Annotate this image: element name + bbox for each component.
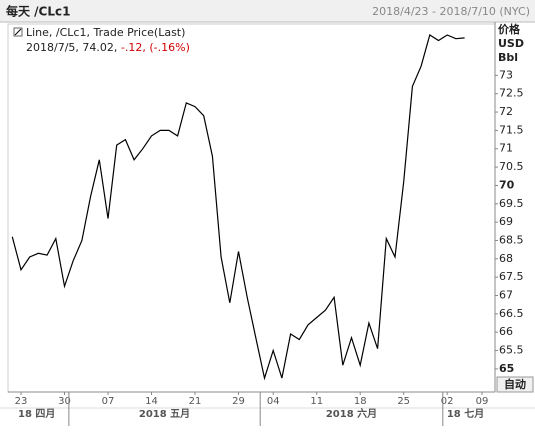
y-tick-label: 68 (499, 252, 513, 265)
x-tick-label: 21 (189, 396, 202, 407)
y-tick-label: 72.5 (499, 87, 524, 100)
date-range: 2018/4/23 - 2018/7/10 (NYC) (372, 5, 530, 18)
y-axis-label: Bbl (498, 51, 518, 64)
legend-line1: Line, /CLc1, Trade Price(Last) (26, 26, 185, 39)
y-tick-label: 66.5 (499, 307, 524, 320)
y-tick-label: 72 (499, 105, 513, 118)
legend-change-pct: (-.16%) (149, 41, 190, 54)
y-tick-label: 67.5 (499, 270, 524, 283)
y-tick-label: 68.5 (499, 233, 524, 246)
y-tick-label: 69 (499, 215, 513, 228)
y-tick-label: 70 (499, 178, 515, 191)
legend-swatch-line (14, 28, 22, 36)
auto-button[interactable] (496, 376, 534, 393)
y-tick-label: 70.5 (499, 160, 524, 173)
month-label: 18 七月 (447, 407, 484, 420)
x-tick-label: 14 (145, 396, 158, 407)
y-tick-label: 65.5 (499, 344, 524, 357)
chart-title: 每天 /CLc1 (6, 4, 70, 19)
x-tick-label: 23 (15, 396, 28, 407)
x-tick-label: 04 (267, 396, 280, 407)
title-bar (0, 0, 535, 22)
x-tick-label: 25 (397, 396, 410, 407)
month-label: 2018 五月 (139, 408, 190, 420)
y-tick-label: 66 (499, 325, 513, 338)
x-tick-label: 02 (441, 396, 454, 407)
x-tick-label: 29 (232, 396, 245, 407)
y-tick-label: 65 (499, 362, 514, 375)
y-tick-label: 67 (499, 289, 513, 302)
month-label: 2018 六月 (326, 407, 377, 420)
legend-values: 2018/7/5, 74.02, -.12, (-.16%) (26, 41, 190, 54)
x-tick-label: 09 (476, 396, 489, 407)
y-tick-label: 73 (499, 68, 513, 81)
y-axis-label: 价格 (498, 22, 521, 36)
x-tick-label: 11 (310, 396, 323, 407)
y-tick-label: 69.5 (499, 197, 524, 210)
y-tick-label: 71.5 (499, 123, 524, 136)
y-tick-label: 71 (499, 142, 513, 155)
price-line (11, 34, 465, 381)
x-tick-label: 30 (58, 396, 71, 407)
legend-change: -.12, (121, 41, 146, 54)
month-label: 18 四月 (18, 408, 55, 420)
auto-button-label[interactable]: 自动 (504, 377, 526, 391)
legend-date-last: 2018/7/5, 74.02, (26, 41, 117, 54)
x-tick-label: 18 (354, 396, 367, 407)
x-tick-label: 07 (102, 396, 115, 407)
y-axis-label: USD (498, 37, 524, 50)
